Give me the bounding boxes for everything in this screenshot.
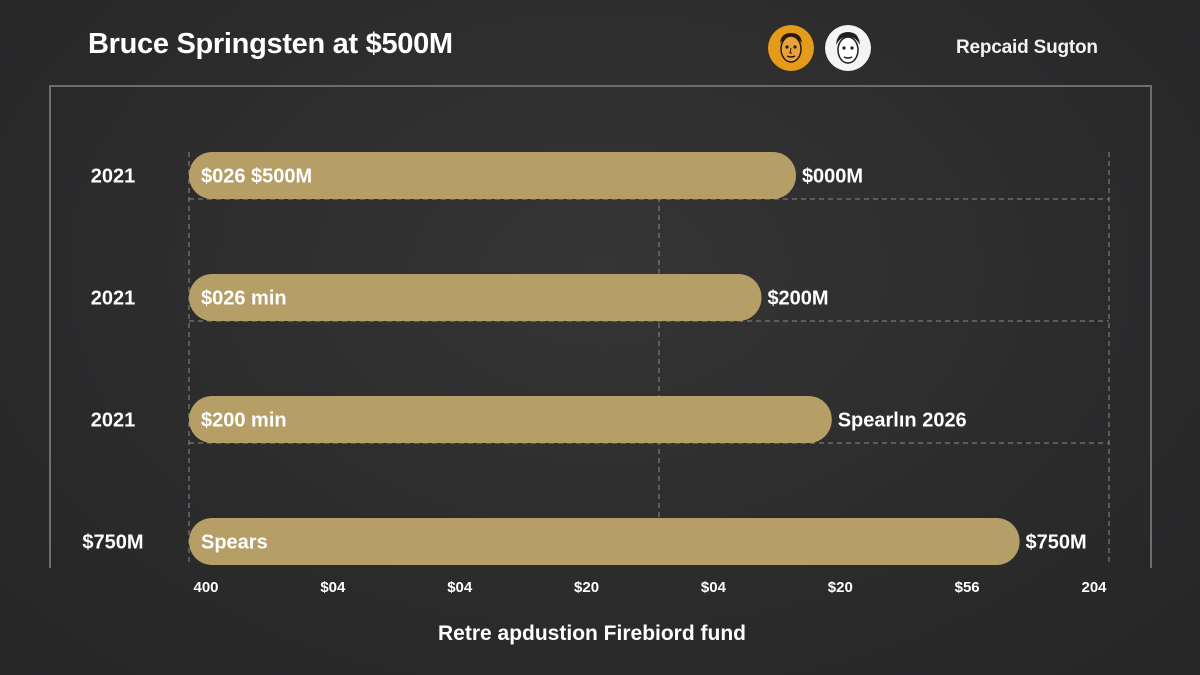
bar: [189, 518, 1020, 565]
chart-title: Bruce Springsten at $500M: [88, 28, 453, 60]
x-tick-label: $04: [447, 579, 473, 596]
avatar-white-icon: [825, 25, 871, 71]
grid-lines: [188, 152, 1110, 565]
x-tick-label: $20: [828, 579, 853, 596]
bars-group: $026 $500M $000M $026 min $200M $200 min Spea…: [189, 152, 1087, 565]
bar: [189, 152, 796, 199]
bar-label: $026 $500M: [201, 166, 312, 188]
category-label: 2021: [91, 166, 136, 188]
x-axis-label: Retre apdustion Firebiord fund: [438, 622, 746, 645]
y-axis-labels: 2021 2021 2021 $750M: [82, 166, 143, 554]
category-label: 2021: [91, 410, 136, 432]
bar-label: $026 min: [201, 288, 287, 310]
category-label: $750M: [82, 532, 143, 554]
bar: [189, 274, 762, 321]
value-label: $200M: [767, 288, 828, 310]
bar-label: $200 min: [201, 410, 287, 432]
avatar-orange-icon: [768, 25, 814, 71]
x-tick-label: $04: [701, 579, 727, 596]
brand-label: Repcaid Sugton: [956, 37, 1098, 58]
x-tick-label: 400: [193, 579, 218, 596]
value-label: $750M: [1026, 532, 1087, 554]
value-label: Spearlın 2026: [838, 410, 967, 432]
bar: [189, 396, 832, 443]
category-label: 2021: [91, 288, 136, 310]
value-label: $000M: [802, 166, 863, 188]
x-tick-label: $04: [320, 579, 346, 596]
bar-label: Spears: [201, 532, 268, 554]
x-tick-label: $56: [955, 579, 980, 596]
x-tick-label: $20: [574, 579, 599, 596]
x-axis-ticks: 400 $04 $04 $20 $04 $20 $56 204: [193, 579, 1107, 596]
x-tick-label: 204: [1081, 579, 1107, 596]
chart-frame: [49, 85, 1152, 568]
